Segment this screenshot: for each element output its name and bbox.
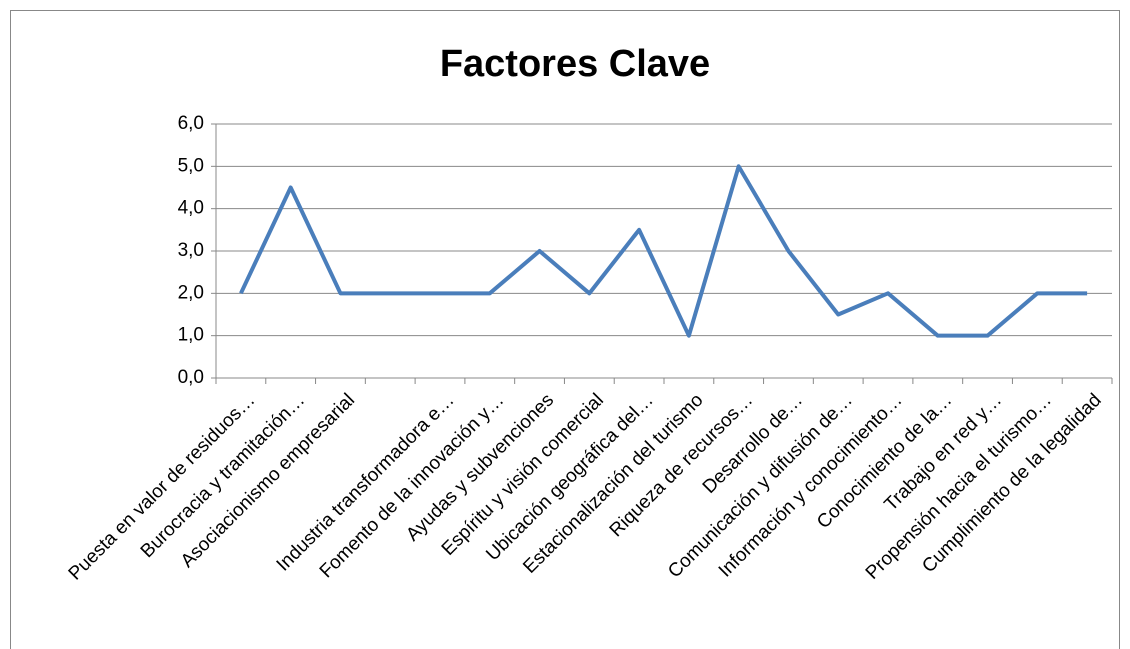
y-tick-label: 0,0 [178,367,204,388]
x-tick-label: Industria transformadora e… [273,390,459,576]
x-tick-label: Puesta en valor de residuos… [65,390,260,585]
chart-border [10,10,1120,649]
y-tick-label: 4,0 [178,198,204,219]
y-tick-label: 6,0 [178,113,204,134]
y-tick-label: 5,0 [178,155,204,176]
chart-title: Factores Clave [440,43,710,85]
y-tick-label: 2,0 [178,282,204,303]
y-tick-label: 1,0 [178,325,204,346]
y-tick-label: 3,0 [178,240,204,261]
data-line [239,164,1088,338]
